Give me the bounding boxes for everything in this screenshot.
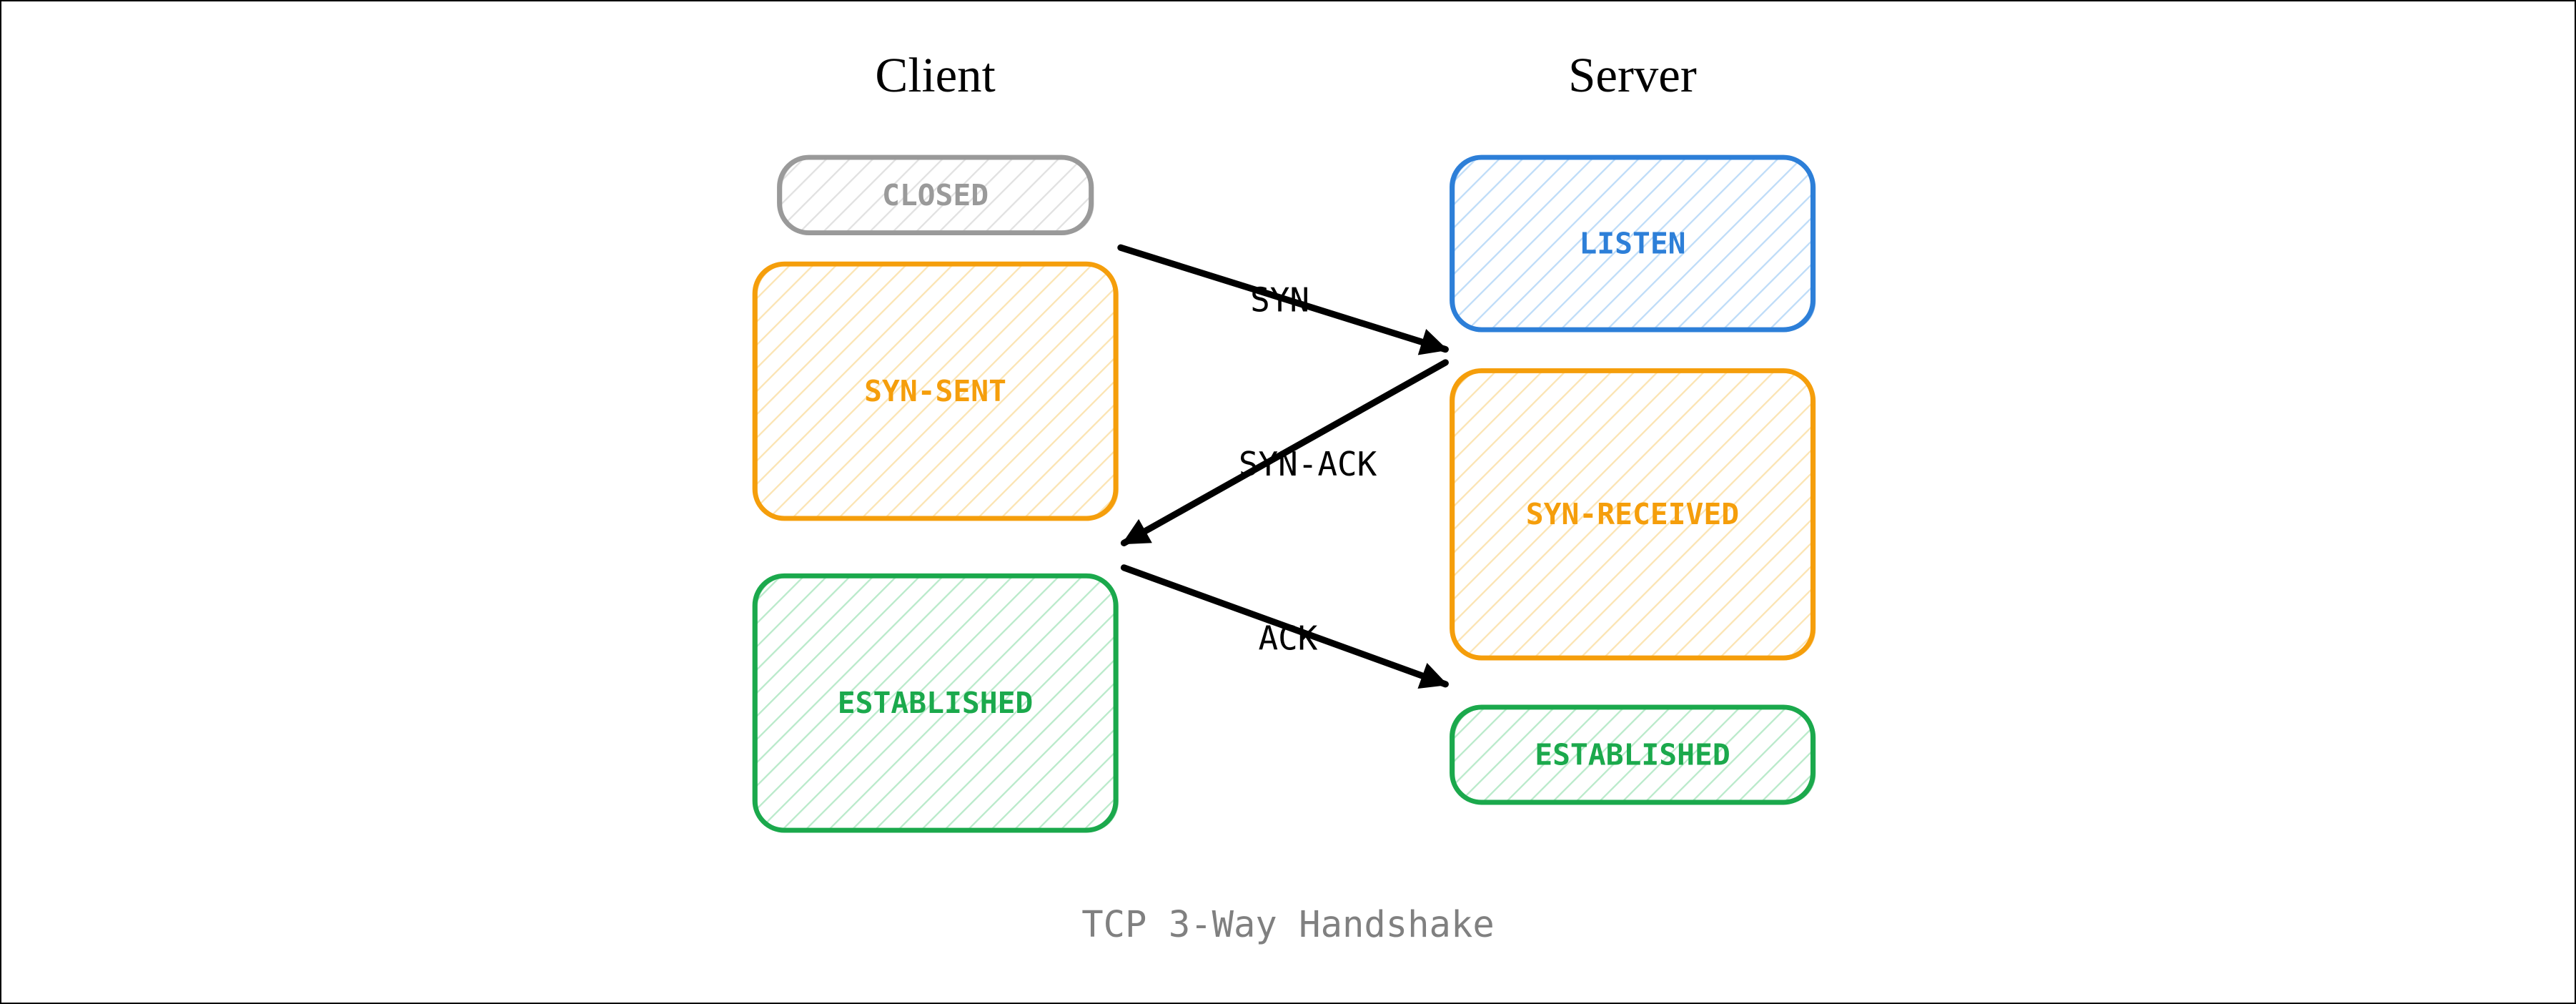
state-label-syn-sent: SYN-SENT [864,374,1006,408]
state-syn-sent: SYN-SENT [755,264,1118,519]
edge-syn: SYN [1121,247,1445,349]
edge-ack: ACK [1124,568,1445,684]
state-label-closed: CLOSED [882,178,989,212]
client-header: Client [875,48,995,102]
state-syn-received: SYN-RECEIVED [1452,370,1815,659]
edge-label-ack: ACK [1259,619,1318,657]
state-label-established-c: ESTABLISHED [838,686,1034,720]
state-listen: LISTEN [1452,157,1815,330]
edge-label-syn: SYN [1250,281,1309,320]
diagram-frame: Client Server SYN SYN-ACK ACK CLOSED SYN-SENT E… [0,0,2576,1004]
edge-label-syn-ack: SYN-ACK [1239,445,1377,483]
tcp-handshake-diagram: Client Server SYN SYN-ACK ACK CLOSED SYN-SENT E… [1,1,2575,1003]
nodes-group: CLOSED SYN-SENT ESTABLISHED LISTEN SYN-RECEI… [755,157,1815,831]
state-closed: CLOSED [780,157,1094,234]
server-header: Server [1568,48,1697,102]
state-label-listen: LISTEN [1579,227,1685,261]
state-label-established-s: ESTABLISHED [1535,737,1730,772]
state-label-syn-received: SYN-RECEIVED [1526,497,1739,531]
diagram-caption: TCP 3-Way Handshake [1081,903,1495,945]
state-established-s: ESTABLISHED [1452,707,1815,803]
edges-group: SYN SYN-ACK ACK [1121,247,1445,684]
edge-syn-ack: SYN-ACK [1124,363,1445,543]
state-established-c: ESTABLISHED [755,576,1118,831]
